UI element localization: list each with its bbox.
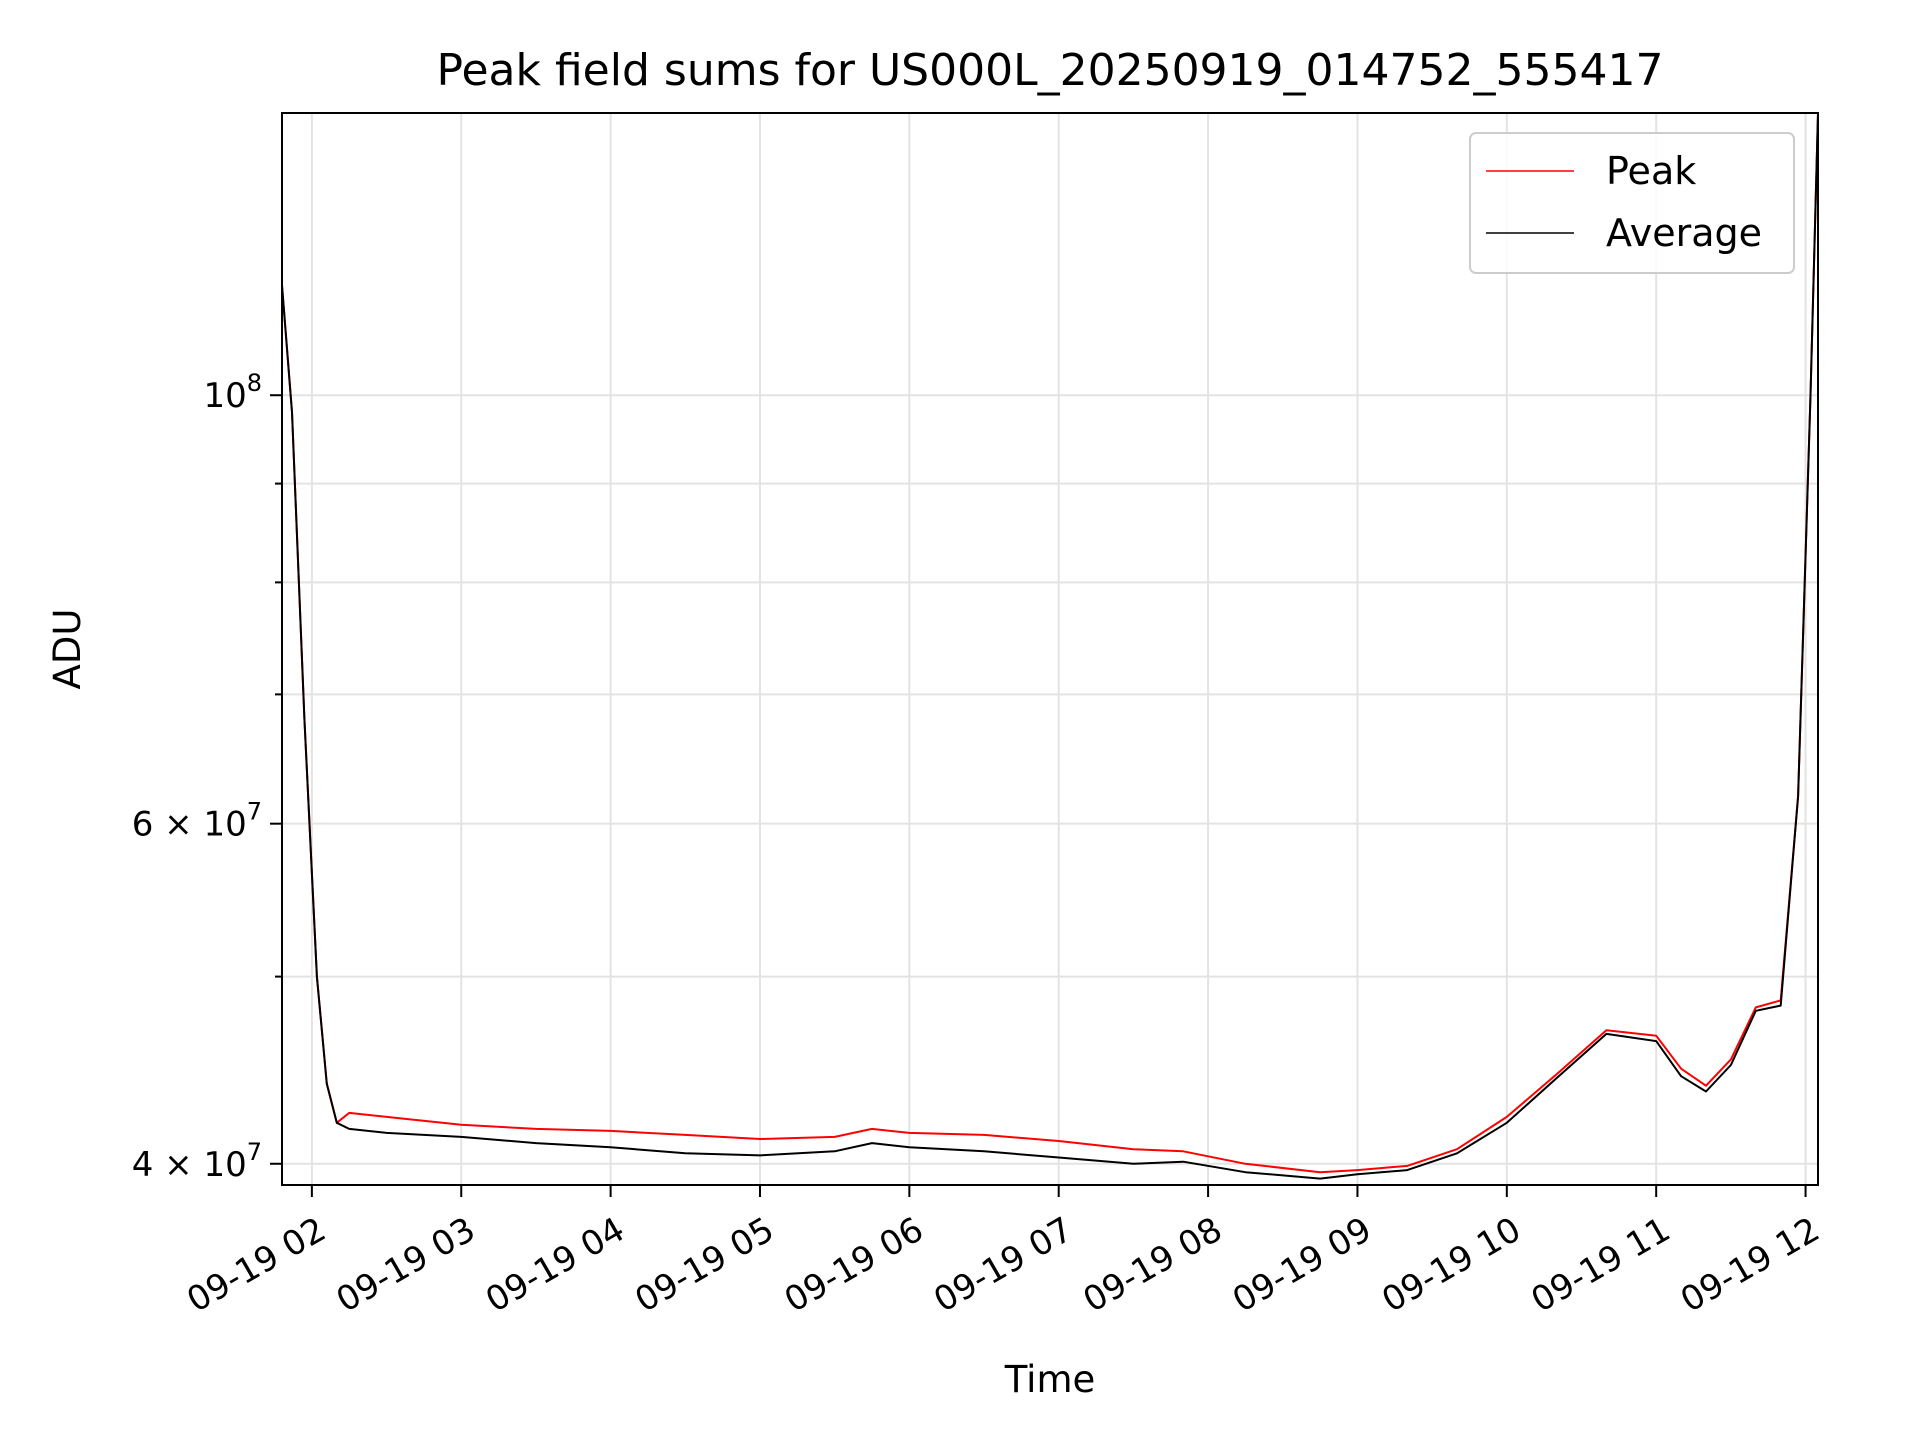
chart-title: Peak field sums for US000L_20250919_0147…: [437, 45, 1664, 96]
plot-frame: [281, 112, 1819, 1186]
y-tick-base: 4 × 10: [132, 1145, 247, 1185]
legend: Peak Average: [1469, 132, 1795, 274]
legend-box: [1469, 132, 1795, 274]
y-tick-exponent: 8: [247, 369, 262, 397]
y-tick-exponent: 7: [247, 798, 262, 826]
y-tick-base: 10: [203, 376, 246, 416]
x-axis-label: Time: [1004, 1358, 1096, 1401]
y-tick-label: 6 × 107: [132, 798, 262, 845]
legend-label-average: Average: [1606, 211, 1762, 255]
grid: [282, 113, 1818, 1185]
legend-label-peak: Peak: [1606, 149, 1696, 193]
y-tick-label: 4 × 107: [132, 1138, 262, 1185]
y-tick-base: 6 × 10: [132, 805, 247, 845]
series-line-average: [281, 112, 1819, 1180]
y-tick-exponent: 7: [247, 1138, 262, 1166]
y-tick-label: 108: [203, 369, 262, 416]
series-line-peak: [281, 112, 1819, 1174]
series-group: [281, 112, 1819, 1180]
y-axis-label: ADU: [46, 609, 89, 690]
